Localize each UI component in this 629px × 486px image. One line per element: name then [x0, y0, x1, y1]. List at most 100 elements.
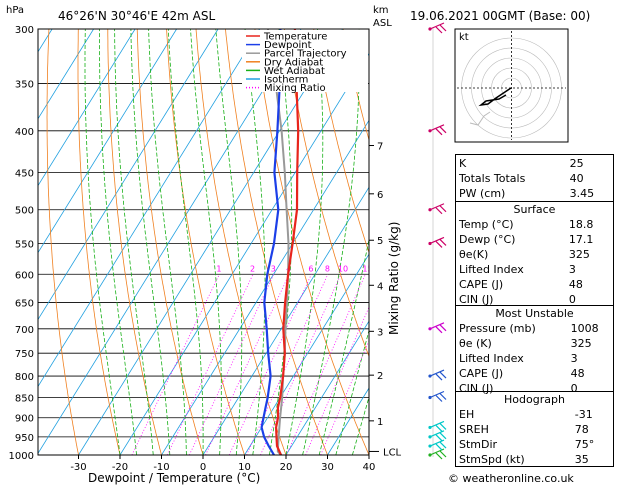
dry-adiabat-line — [166, 29, 245, 455]
wind-barb-feather — [435, 241, 443, 248]
wind-barb-feather — [435, 128, 443, 136]
wind-barb-feather — [435, 326, 443, 334]
wind-barb-feather — [435, 26, 443, 34]
wind-barb-feather — [439, 450, 447, 458]
km-tick-label: 5 — [377, 236, 383, 247]
pressure-tick-label: 300 — [15, 25, 34, 36]
mixing-ratio-label: 15 — [362, 264, 372, 273]
hodograph-row: StmSpd (kt) 35 — [455, 452, 614, 467]
x-axis-title: Dewpoint / Temperature (°C) — [88, 471, 260, 485]
wind-barb — [429, 369, 445, 377]
asl-label: ASL — [373, 18, 392, 29]
wind-barb-dot — [428, 395, 432, 400]
isotherm-line — [0, 29, 11, 455]
surface-label: Lifted Index — [459, 263, 524, 276]
unstable-row: Pressure (mb) 1008 — [455, 321, 614, 336]
hodograph-value: 78 — [574, 423, 589, 436]
isotherm-line — [38, 29, 177, 254]
hodograph-table: Hodograph EH -31 SREH 78 StmDir 75° StmSpd … — [455, 392, 614, 467]
surface-value: 325 — [568, 248, 590, 261]
wind-barb-feather — [439, 239, 447, 246]
mixing-ratio-line — [131, 274, 220, 455]
x-tick-label: 0 — [200, 462, 206, 473]
pressure-tick-label: 700 — [15, 325, 34, 336]
wet-adiabat-line — [244, 29, 266, 455]
hpa-label: hPa — [6, 5, 24, 16]
pressure-tick-label: 850 — [15, 393, 34, 404]
wind-barb-feather — [439, 24, 447, 32]
isotherm-line — [38, 29, 94, 120]
temperature-line — [275, 29, 300, 455]
mixing-ratio-line — [305, 306, 369, 455]
sounding-profiles — [260, 29, 300, 455]
unstable-row: Lifted Index 3 — [455, 351, 614, 366]
wind-barb-feather — [435, 395, 443, 402]
surface-row: Dewp (°C) 17.1 — [455, 232, 614, 247]
wet-adiabat-line — [99, 29, 137, 455]
wind-barb-dot — [428, 453, 432, 457]
km-tick-label: 6 — [377, 190, 383, 201]
wind-barb-dot — [428, 208, 432, 212]
wind-barb-feather — [435, 373, 443, 381]
dry-adiabat-line — [195, 29, 287, 455]
surface-label: θe(K) — [459, 248, 489, 261]
isotherm-line — [38, 29, 260, 388]
hodograph-title: Hodograph — [504, 393, 565, 406]
surface-row: CIN (J) 0 — [455, 292, 614, 307]
dry-adiabat-line — [107, 29, 162, 455]
isotherm-line — [202, 186, 369, 455]
wind-barb-feather — [439, 371, 447, 379]
km-tick-label: 3 — [377, 327, 383, 338]
wet-adiabat-line — [114, 29, 154, 455]
wind-barb — [429, 420, 445, 428]
wind-barb-dot — [428, 374, 432, 378]
surface-value: 0 — [568, 293, 576, 306]
wind-barb-feather — [439, 422, 447, 430]
wind-barb — [429, 322, 445, 330]
wet-adiabat-line — [302, 29, 360, 455]
index-label: PW (cm) — [459, 187, 506, 200]
hodograph-trace — [478, 87, 512, 107]
wet-adiabat-line — [130, 29, 171, 455]
unstable-value: 1008 — [570, 322, 599, 335]
wind-barb — [429, 124, 445, 132]
hodograph-label: StmDir — [459, 438, 498, 451]
surface-value: 18.8 — [568, 218, 594, 231]
unstable-label: Lifted Index — [459, 352, 524, 365]
wind-barb-dot — [428, 327, 432, 331]
x-tick-label: -20 — [112, 462, 128, 473]
wet-adiabat-line — [84, 29, 121, 455]
isotherm-line — [285, 320, 369, 455]
surface-title: Surface — [513, 203, 556, 216]
wind-barb-feather — [435, 424, 443, 432]
hodograph-value: -31 — [574, 408, 593, 421]
legend-label: Temperature — [263, 32, 327, 43]
dry-adiabat-line — [136, 29, 204, 455]
dry-adiabat-line — [254, 29, 369, 455]
hodograph-indices-box — [455, 391, 614, 467]
dry-adiabat-line — [46, 29, 79, 455]
wind-barb — [429, 203, 445, 211]
km-tick-label: 7 — [377, 142, 383, 153]
wind-barb-feather — [439, 126, 447, 134]
mixing-ratio-label: 8 — [325, 264, 330, 273]
index-row: K 25 — [455, 156, 614, 171]
km-tick-label: 1 — [377, 417, 383, 428]
mixing-ratio-line — [189, 274, 275, 455]
km-label: km — [373, 5, 389, 16]
index-row: PW (cm) 3.45 — [455, 186, 614, 201]
pressure-tick-label: 800 — [15, 372, 34, 383]
pressure-tick-label: 600 — [15, 270, 34, 281]
unstable-row: θe (K) 325 — [455, 336, 614, 351]
index-value: 40 — [569, 172, 584, 185]
surface-row: θe(K) 325 — [455, 247, 614, 262]
mixing-ratio-line — [260, 274, 342, 455]
wet-adiabat-line — [190, 29, 222, 455]
pressure-tick-label: 1000 — [9, 451, 34, 462]
wet-adiabat-line — [352, 395, 369, 455]
index-value: 3.45 — [569, 187, 595, 200]
unstable-value: 3 — [570, 352, 578, 365]
wet-adiabat-line — [269, 29, 293, 455]
pressure-tick-label: 900 — [15, 414, 34, 425]
